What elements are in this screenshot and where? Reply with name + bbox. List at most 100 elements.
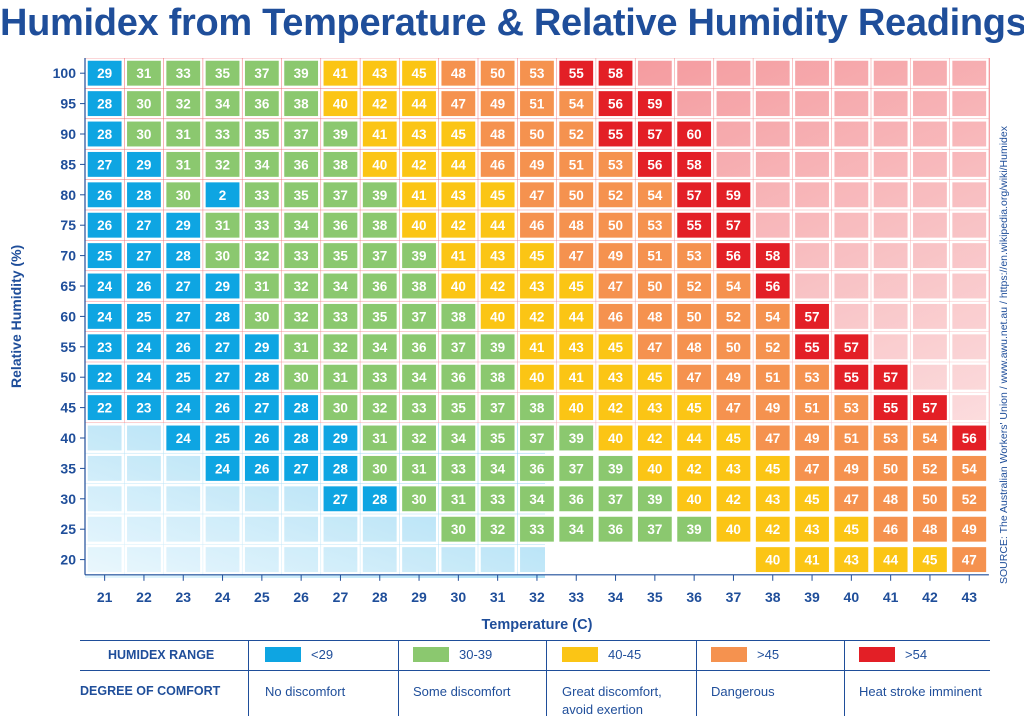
cell-value: 49 <box>805 431 820 446</box>
x-tick-label: 26 <box>293 589 309 605</box>
cell-value: 24 <box>215 461 231 476</box>
cell-value: 56 <box>962 431 978 446</box>
empty-cell <box>753 179 793 210</box>
empty-cell <box>596 544 635 575</box>
empty-cell <box>949 210 989 241</box>
heatmap-cell <box>871 483 911 514</box>
heatmap-cell <box>438 362 478 393</box>
heatmap-cell <box>753 301 793 332</box>
heatmap-cell <box>517 58 557 89</box>
cell-value: 32 <box>176 97 191 112</box>
heatmap-cell <box>674 514 714 545</box>
legend-comfort-label: Dangerous <box>711 684 775 699</box>
heatmap-cell <box>635 210 675 241</box>
heatmap-cell <box>242 362 282 393</box>
cell-value: 28 <box>97 127 113 142</box>
heatmap-cell <box>163 271 203 301</box>
heatmap-cell <box>596 514 635 545</box>
heatmap-cell <box>674 301 714 332</box>
cell-value: 25 <box>136 309 152 324</box>
empty-cell <box>85 453 125 484</box>
cell-value: 46 <box>608 309 624 324</box>
heatmap-cell <box>321 88 360 119</box>
cell-value: 30 <box>412 492 427 507</box>
heatmap-cell <box>831 392 871 423</box>
cell-value: 37 <box>412 309 427 324</box>
empty-cell <box>85 544 125 575</box>
heatmap-cell <box>674 240 714 271</box>
heatmap-cell <box>399 210 439 241</box>
heatmap-cell <box>831 331 871 362</box>
heatmap-cell <box>635 179 675 210</box>
x-tick-label: 29 <box>411 589 427 605</box>
empty-cell <box>85 423 125 453</box>
x-tick-label: 23 <box>175 589 191 605</box>
heatmap-cell <box>556 88 596 119</box>
cell-value: 47 <box>805 461 820 476</box>
cell-value: 47 <box>529 188 544 203</box>
heatmap-cell <box>596 301 635 332</box>
cell-value: 53 <box>883 431 899 446</box>
empty-cell <box>714 58 753 89</box>
empty-cell <box>85 514 125 545</box>
empty-cell <box>831 88 871 119</box>
cell-value: 44 <box>490 218 506 233</box>
heatmap-cell <box>714 271 753 301</box>
y-tick-label: 50 <box>60 369 76 385</box>
cell-value: 28 <box>136 188 152 203</box>
legend-divider <box>398 641 399 716</box>
empty-cell <box>831 119 871 149</box>
heatmap-cell <box>910 423 950 453</box>
cell-value: 50 <box>608 218 623 233</box>
heatmap-cell <box>163 240 203 271</box>
empty-cell <box>753 58 793 89</box>
legend-top-rule <box>80 640 990 641</box>
cell-value: 34 <box>254 157 270 172</box>
cell-value: 32 <box>254 249 269 264</box>
heatmap-cell <box>242 301 282 332</box>
heatmap-cell <box>85 392 125 423</box>
heatmap-cell <box>674 210 714 241</box>
cell-value: 24 <box>97 279 113 294</box>
cell-value: 57 <box>883 370 898 385</box>
heatmap-cell <box>438 149 478 180</box>
cell-value: 34 <box>529 492 545 507</box>
x-tick-label: 24 <box>215 589 231 605</box>
empty-cell <box>714 149 753 180</box>
cell-value: 41 <box>529 340 545 355</box>
heatmap-cell <box>163 88 203 119</box>
heatmap-cell <box>281 119 321 149</box>
cell-value: 40 <box>647 461 662 476</box>
empty-cell <box>949 88 989 119</box>
heatmap-cell <box>163 362 203 393</box>
heatmap-cell <box>635 423 675 453</box>
heatmap-cell <box>517 301 557 332</box>
heatmap-cell <box>635 362 675 393</box>
heatmap-cell <box>478 210 518 241</box>
cell-value: 35 <box>490 431 506 446</box>
heatmap-cell <box>753 483 793 514</box>
cell-value: 45 <box>608 340 624 355</box>
cell-value: 30 <box>136 127 151 142</box>
cell-value: 52 <box>962 492 977 507</box>
heatmap-cell <box>399 453 439 484</box>
cell-value: 40 <box>687 492 702 507</box>
cell-value: 56 <box>765 279 781 294</box>
cell-value: 26 <box>136 279 152 294</box>
heatmap-cell <box>949 514 989 545</box>
heatmap-cell <box>831 514 871 545</box>
empty-cell <box>949 331 989 362</box>
heatmap-cell <box>321 58 360 89</box>
cell-value: 47 <box>647 340 662 355</box>
empty-cell <box>871 331 911 362</box>
heatmap-cell <box>85 362 125 393</box>
heatmap-cell <box>714 179 753 210</box>
empty-cell <box>910 58 950 89</box>
heatmap-cell <box>399 271 439 301</box>
cell-value: 45 <box>412 66 428 81</box>
legend-comfort-label: Some discomfort <box>413 684 511 699</box>
heatmap-cell <box>792 423 832 453</box>
heatmap-cell <box>753 544 793 575</box>
empty-cell <box>124 544 164 575</box>
cell-value: 27 <box>136 249 151 264</box>
